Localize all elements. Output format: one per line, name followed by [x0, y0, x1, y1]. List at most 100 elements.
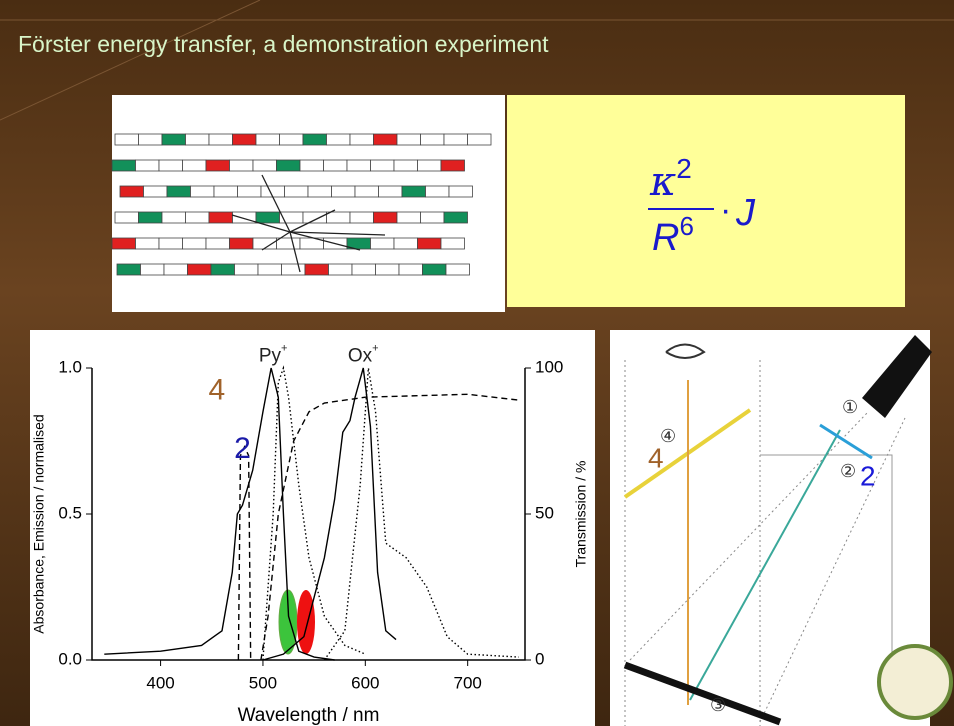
lattice-cell [448, 185, 473, 198]
lattice-cell [417, 159, 442, 172]
lattice-cell [232, 133, 257, 146]
lattice-cell [373, 133, 398, 146]
transfer-arrow [289, 209, 336, 233]
lattice-cell [398, 263, 423, 276]
annotation-text: 4 [209, 373, 226, 406]
x-tick-label: 600 [351, 673, 379, 692]
lattice-cell [229, 237, 254, 250]
lattice-cell [185, 211, 210, 224]
x-axis-label: Wavelength / nm [238, 705, 380, 726]
lattice-cell [279, 133, 304, 146]
x-tick-label: 500 [249, 673, 277, 692]
transfer-arrow [261, 174, 291, 233]
setup-diagram: ① ② ③ ④ 4 2 [623, 335, 953, 726]
lattice-cell [443, 211, 468, 224]
lattice-cell [393, 159, 418, 172]
lattice-cell [331, 185, 356, 198]
lattice-cell [375, 263, 400, 276]
lattice-cell [116, 263, 141, 276]
lattice-cell [302, 133, 327, 146]
y2-tick-label: 0 [535, 649, 544, 668]
lattice-cell [208, 211, 233, 224]
filter-label: 2 [860, 460, 876, 491]
decor [0, 0, 261, 121]
lattice-cell [378, 185, 403, 198]
lattice-cell [190, 185, 215, 198]
lattice-cell [260, 185, 285, 198]
lattice-cell [396, 133, 421, 146]
lattice-cell [299, 159, 324, 172]
series-line [104, 367, 335, 661]
lattice-cell [166, 185, 191, 198]
annotation-text: Py [259, 345, 282, 366]
lattice-cell [257, 263, 282, 276]
annotation-sup: + [281, 342, 287, 354]
filter-label: 4 [648, 442, 664, 473]
exponent: 2 [676, 153, 692, 184]
y-axis-label: Absorbance, Emission / normalised [31, 414, 47, 633]
series-line [237, 445, 252, 661]
y2-tick-label: 100 [535, 357, 563, 376]
lattice-cell [467, 133, 492, 146]
x-tick-label: 400 [146, 673, 174, 692]
lattice-cell [138, 133, 163, 146]
lattice-cell [443, 133, 468, 146]
lattice-panel [112, 95, 505, 312]
step-label: ④ [660, 426, 676, 446]
y-tick-label: 0.5 [58, 503, 82, 522]
lattice-cell [111, 159, 136, 172]
lattice-cell [205, 237, 230, 250]
lattice-cell [401, 185, 426, 198]
slide-title: Förster energy transfer, a demonstration… [18, 31, 549, 57]
lattice-cell [354, 185, 379, 198]
lattice-cell [185, 133, 210, 146]
lattice-cell [440, 159, 465, 172]
step-label: ② [840, 461, 856, 481]
lattice-cell [163, 263, 188, 276]
y2-axis-label: Transmission / % [573, 461, 589, 568]
lattice-cell [346, 159, 371, 172]
flashlight [862, 335, 932, 418]
lattice-cell [255, 211, 280, 224]
beam [689, 429, 841, 701]
lattice-cell [420, 211, 445, 224]
mirror [623, 661, 782, 726]
lattice-cell [213, 185, 238, 198]
annotation-text: Ox [348, 345, 373, 366]
lattice-cell [422, 263, 447, 276]
logo [877, 644, 953, 720]
lattice-cell [440, 237, 465, 250]
formula-numerator: κ2 [649, 153, 692, 205]
lattice-cell [187, 263, 212, 276]
lattice-cell [326, 133, 351, 146]
annotation: 4 [209, 373, 226, 406]
lattice-cell [210, 263, 235, 276]
kappa: κ [649, 159, 676, 205]
chart-panel [30, 330, 595, 726]
r: R [652, 217, 679, 259]
lattice-cell [370, 237, 395, 250]
lattice-cell [205, 159, 230, 172]
lattice-cell [237, 185, 262, 198]
step-label: ① [842, 397, 858, 417]
lattice-cell [370, 159, 395, 172]
transfer-arrow [289, 231, 361, 251]
lattice-cell [182, 237, 207, 250]
formula-denominator: R6 [652, 211, 694, 259]
series-line [260, 393, 519, 661]
y-tick-label: 0.0 [58, 649, 82, 668]
lattice-cell [281, 263, 306, 276]
transfer-arrow [289, 231, 386, 236]
dotted-line [759, 417, 906, 723]
lattice-cell [111, 237, 136, 250]
lattice-cell [284, 185, 309, 198]
y2-tick-label: 50 [535, 503, 554, 522]
lattice-cell [276, 159, 301, 172]
lattice-cell [135, 159, 160, 172]
lattice-cell [425, 185, 450, 198]
exponent: 6 [679, 211, 693, 241]
formula-panel [507, 95, 905, 307]
lattice-cell [349, 133, 374, 146]
eye-icon [665, 343, 706, 359]
